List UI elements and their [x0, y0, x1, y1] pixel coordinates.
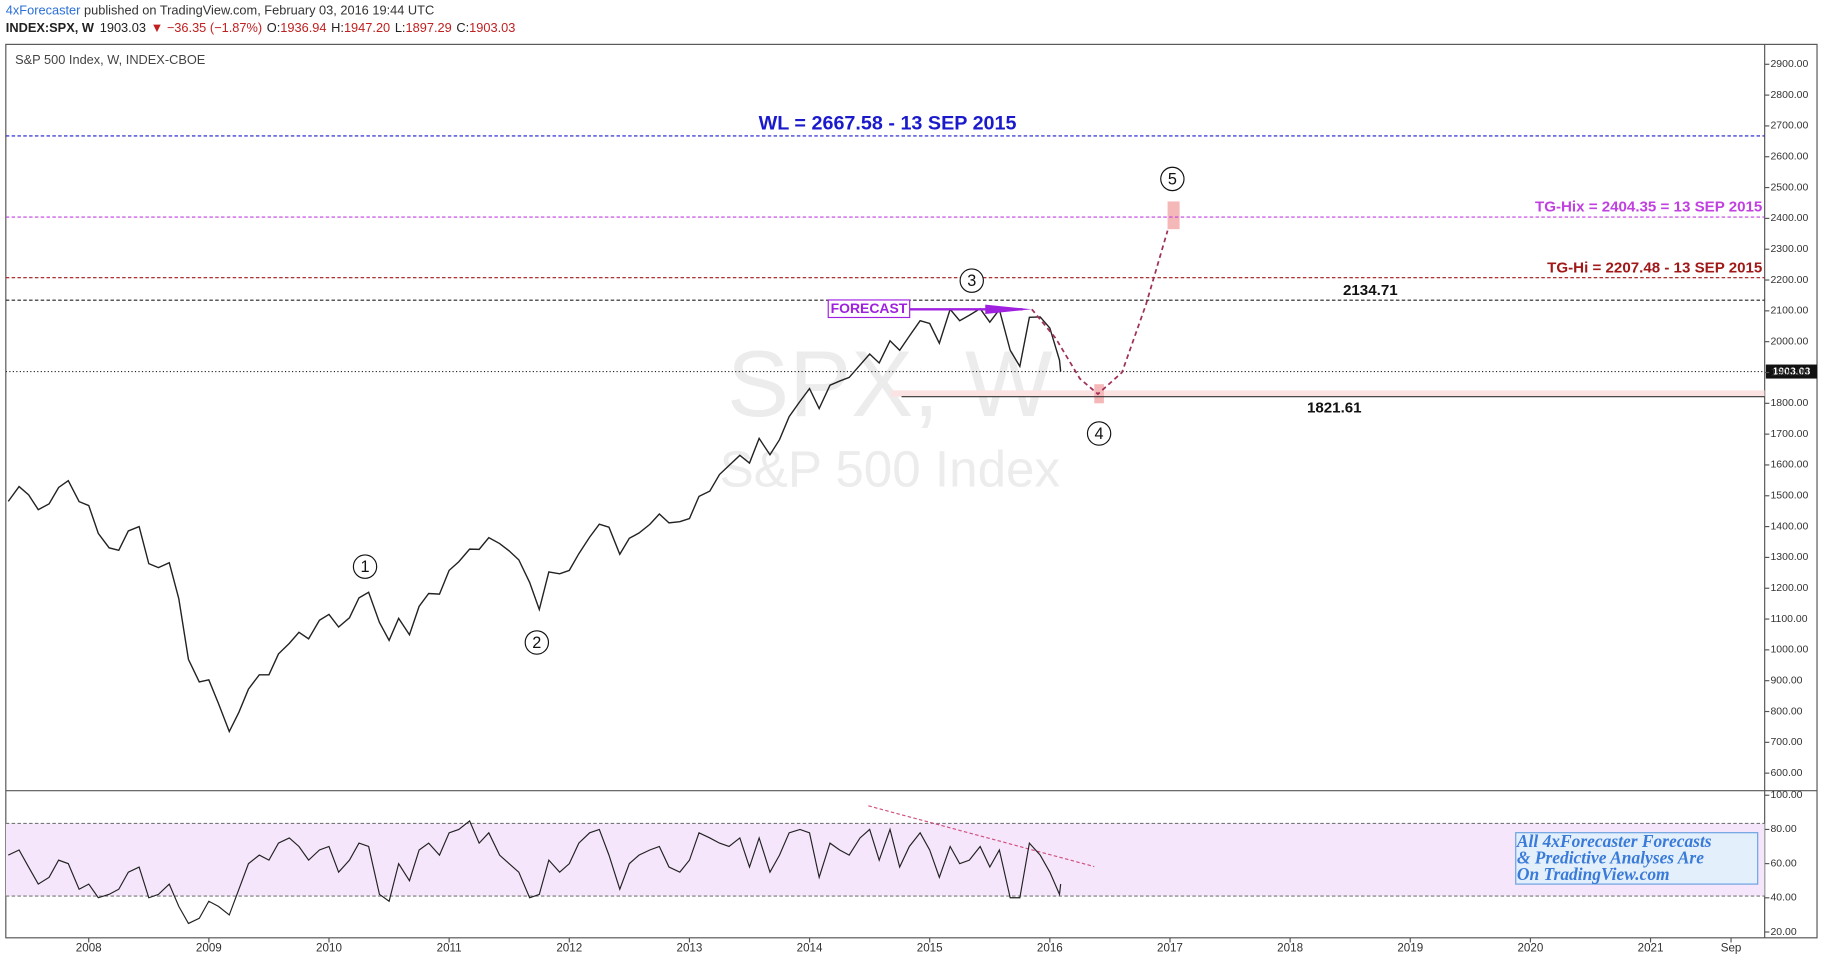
price-tag-label: 1903.03	[1773, 366, 1811, 377]
y-tick-label: 1500.00	[1770, 491, 1808, 502]
y-tick-label: 1100.00	[1770, 614, 1807, 625]
y-tick-label: 2300.00	[1770, 244, 1808, 255]
ohlc-value: 1947.20	[344, 21, 390, 36]
forecast-arrowhead	[985, 304, 1032, 314]
y-tick-label: 1900.00	[1770, 367, 1808, 378]
y-tick-label: 1800.00	[1770, 398, 1808, 409]
y-tick-label: 2200.00	[1770, 275, 1808, 286]
wave-marker	[1160, 166, 1185, 192]
y-tick-label: 1200.00	[1770, 583, 1808, 594]
symbol: INDEX:SPX, W	[6, 21, 95, 36]
author[interactable]: 4xForecaster	[6, 3, 81, 18]
y-tick-label: 2000.00	[1770, 336, 1808, 347]
zone	[1167, 201, 1180, 230]
y-tick-label: 60.00	[1770, 858, 1796, 869]
price-pane: SPX, WS&P 500 Index WL = 2667.58 - 13 SEP…	[5, 112, 1765, 734]
forecast-label: FORECAST	[831, 300, 908, 316]
price-line	[7, 307, 1062, 734]
x-tick-label: Sep	[1721, 941, 1742, 954]
note-text: & Predictive Analyses Are	[1517, 848, 1704, 868]
wave-marker	[959, 268, 984, 293]
level-label: 1821.61	[1307, 399, 1362, 416]
rsi-band	[5, 823, 1765, 897]
x-tick-label: 2017	[1157, 941, 1183, 954]
y-tick-label: 1600.00	[1770, 460, 1808, 471]
x-tick-label: 2021	[1638, 941, 1664, 954]
y-tick-label: 2800.00	[1770, 90, 1808, 101]
trendline	[868, 805, 1095, 868]
ohlc-label: C:	[456, 21, 469, 36]
zone	[891, 390, 1765, 397]
x-tick-label: 2013	[676, 941, 702, 954]
x-tick-label: 2016	[1037, 941, 1063, 954]
x-tick-label: 2020	[1517, 941, 1543, 954]
y-tick-label: 600.00	[1770, 768, 1802, 779]
watermark-sub: S&P 500 Index	[720, 440, 1061, 497]
wave-marker	[524, 630, 550, 655]
level-label: WL = 2667.58 - 13 SEP 2015	[759, 112, 1017, 134]
y-tick-label: 1400.00	[1770, 521, 1808, 532]
x-tick-label: 2014	[797, 941, 823, 954]
y-tick-label: 40.00	[1770, 893, 1796, 904]
level-label: TG-Hix = 2404.35 = 13 SEP 2015	[1535, 199, 1762, 216]
ohlc-label: H:	[331, 21, 344, 36]
y-tick-label: 80.00	[1770, 824, 1796, 835]
wave-marker	[1086, 421, 1112, 446]
pane-title: S&P 500 Index, W, INDEX-CBOE	[15, 52, 205, 67]
y-tick-label: 2600.00	[1770, 151, 1808, 162]
y-tick-label: 900.00	[1770, 675, 1802, 686]
y-tick-label: 1000.00	[1770, 645, 1808, 656]
x-tick-label: 2019	[1397, 941, 1423, 954]
published: published on TradingView.com, February 0…	[80, 3, 434, 18]
x-tick-label: 2008	[76, 941, 102, 954]
level-label: TG-Hi = 2207.48 - 13 SEP 2015	[1547, 259, 1762, 276]
x-tick-label: 2011	[437, 941, 462, 954]
ohlc-value: 1903.03	[469, 21, 515, 36]
x-tick-label: 2010	[316, 941, 342, 954]
wave-marker	[352, 554, 378, 579]
x-tick-label: 2018	[1277, 941, 1303, 954]
wave-label: 3	[967, 272, 976, 290]
rsi-pane: All 4xForecaster Forecasts& Predictive A…	[5, 805, 1765, 925]
note-text: All 4xForecaster Forecasts	[1516, 831, 1712, 851]
y-tick-label: 700.00	[1770, 737, 1802, 748]
y-tick-label: 2100.00	[1770, 306, 1808, 317]
y-tick-label: 800.00	[1770, 706, 1802, 717]
y-tick-label: 2700.00	[1770, 121, 1808, 132]
x-tick-label: 2015	[917, 941, 943, 954]
frame	[5, 43, 1818, 939]
x-tick-label: 2012	[556, 941, 582, 954]
x-tick-label: 2009	[196, 941, 222, 954]
y-tick-label: 2900.00	[1770, 59, 1808, 70]
ohlc-label: L:	[395, 21, 406, 36]
change: ▼ −36.35 (−1.87%)	[151, 21, 262, 36]
level-label: 2134.71	[1343, 282, 1398, 299]
y-tick-label: 100.00	[1770, 790, 1802, 801]
wave-label: 1	[361, 558, 370, 576]
y-tick-label: 2500.00	[1770, 182, 1808, 193]
y-tick-label: 2400.00	[1770, 213, 1808, 224]
y-tick-label: 1300.00	[1770, 552, 1808, 563]
note-box	[1515, 832, 1759, 885]
ohlc-value: 1936.94	[280, 21, 326, 36]
last: 1903.03	[100, 21, 146, 36]
header-line: 4xForecaster published on TradingView.co…	[6, 3, 434, 18]
y-tick-label: 1700.00	[1770, 429, 1808, 440]
wave-label: 2	[532, 634, 541, 652]
note-text: On TradingView.com	[1517, 864, 1670, 884]
rsi-line	[8, 819, 1062, 925]
wave-label: 4	[1095, 425, 1104, 443]
forecast-curve	[1031, 230, 1169, 396]
axes: S&P 500 Index, W, INDEX-CBOE 1903.03 600.0…	[15, 52, 1818, 954]
wave-label: 5	[1168, 170, 1177, 188]
ohlc: O:1936.94 H:1947.20 L:1897.29 C:1903.03	[267, 21, 516, 36]
y-tick-label: 20.00	[1770, 927, 1796, 938]
quote-line: INDEX:SPX, W 1903.03 ▼ −36.35 (−1.87%) O:19…	[6, 21, 516, 36]
ohlc-label: O:	[267, 21, 281, 36]
price-tag	[1765, 364, 1818, 379]
ohlc-value: 1897.29	[405, 21, 451, 36]
watermark: SPX, W	[727, 332, 1053, 436]
